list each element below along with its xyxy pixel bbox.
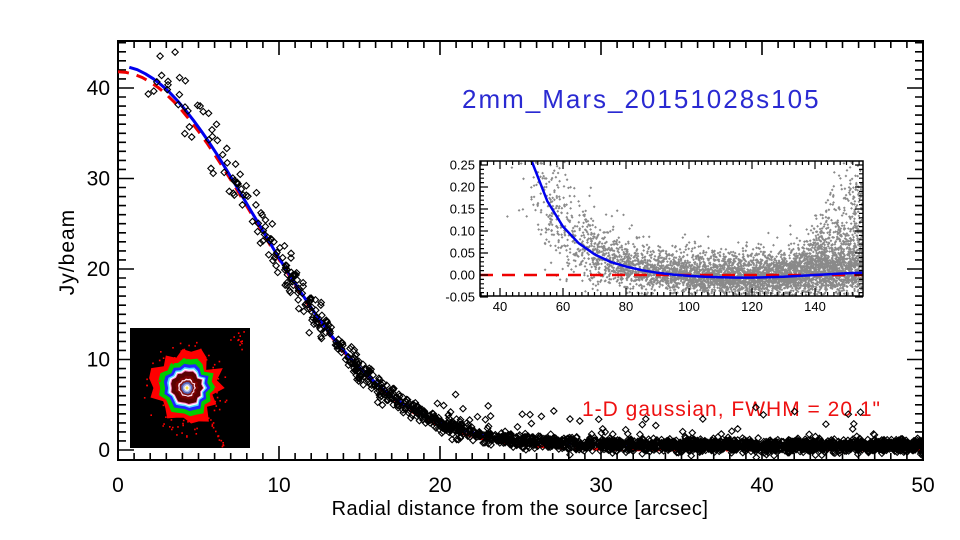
plot-title: 2mm_Mars_20151028s105	[462, 84, 821, 114]
x-tick-label: 30	[589, 474, 612, 497]
residual-profile-curve	[530, 161, 863, 279]
x-axis-label: Radial distance from the source [arcsec]	[331, 498, 709, 520]
inset-y-tick-label: 0.20	[450, 180, 475, 195]
y-tick-label: 10	[87, 349, 110, 372]
inset-y-tick-label: 0.25	[450, 158, 475, 173]
map-core-yellow-peak	[185, 386, 189, 390]
residual-inset-plot: 40 60 80 100 120 140 -0.05 0.00 0.05 0.10 0.15 0.20…	[445, 158, 864, 314]
inset-x-tick-label: 120	[741, 299, 763, 314]
x-tick-label: 40	[750, 474, 773, 497]
y-tick-label: 0	[98, 439, 110, 462]
inset-x-tick-label: 140	[804, 299, 826, 314]
inset-y-tick-label: 0.15	[450, 202, 475, 217]
inset-x-tick-label: 40	[493, 299, 507, 314]
x-tick-label: 50	[911, 474, 934, 497]
inset-x-tick-label: 60	[556, 299, 570, 314]
source-map-inset	[130, 328, 250, 448]
x-tick-label: 20	[428, 474, 451, 497]
inset-x-tick-label: 80	[619, 299, 633, 314]
gaussian-fwhm-label: 1-D gaussian, FWHM = 20.1"	[582, 398, 881, 421]
y-tick-label: 30	[87, 168, 110, 191]
inset-y-tick-label: 0.05	[450, 246, 475, 261]
y-tick-label: 20	[87, 258, 110, 281]
y-tick-label: 40	[87, 77, 110, 100]
inset-x-tick-label: 100	[678, 299, 700, 314]
main-axis-ticks	[117, 41, 924, 460]
inset-axis-ticks	[480, 161, 863, 298]
x-tick-label: 10	[267, 474, 290, 497]
inset-y-tick-label: -0.05	[445, 290, 475, 305]
residual-scatter-points	[506, 161, 863, 296]
profile-scatter-points	[144, 48, 923, 460]
inset-y-tick-label: 0.00	[450, 268, 475, 283]
inset-y-tick-label: 0.10	[450, 224, 475, 239]
x-tick-label: 0	[112, 474, 124, 497]
